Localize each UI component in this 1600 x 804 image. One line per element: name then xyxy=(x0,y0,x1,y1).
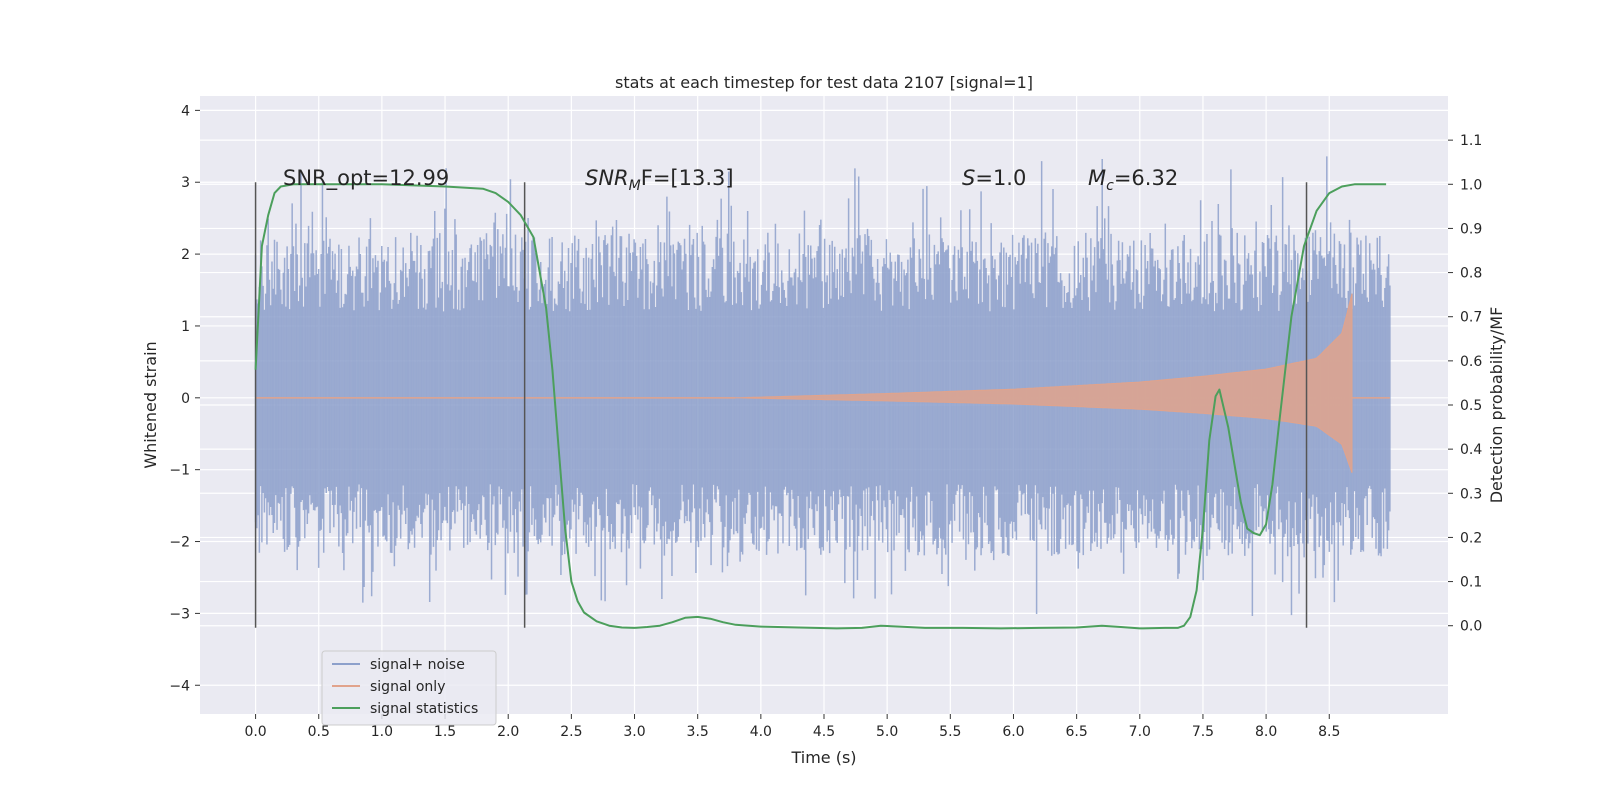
chart-title: stats at each timestep for test data 210… xyxy=(615,73,1033,92)
annotation-mc-var: M xyxy=(1088,166,1106,190)
yr-tick-label-6: 0.6 xyxy=(1460,354,1482,370)
x-tick-label-10: 5.0 xyxy=(876,724,898,740)
y-right-axis-label: Detection probability/MF xyxy=(1487,307,1506,504)
yr-tick-label-5: 0.5 xyxy=(1460,398,1482,414)
annotation-s-rest: =1.0 xyxy=(975,166,1026,190)
yr-tick-label-3: 0.3 xyxy=(1460,486,1482,502)
y-axis-label: Whitened strain xyxy=(141,341,160,468)
yr-tick-label-7: 0.7 xyxy=(1460,310,1482,326)
yr-tick-label-0: 0.0 xyxy=(1460,619,1482,635)
y-tick-label-1: −3 xyxy=(169,606,190,622)
x-tick-label-6: 3.0 xyxy=(623,724,645,740)
yr-tick-label-8: 0.8 xyxy=(1460,266,1482,282)
annotation-snr-mf-sub: M xyxy=(629,178,641,194)
y-tick-label-0: −4 xyxy=(169,678,190,694)
legend-label-signal-only: signal only xyxy=(370,679,445,695)
legend-label-signal-statistics: signal statistics xyxy=(370,701,478,717)
x-tick-label-4: 2.0 xyxy=(497,724,519,740)
x-tick-label-16: 8.0 xyxy=(1255,724,1277,740)
x-tick-label-12: 6.0 xyxy=(1002,724,1024,740)
x-axis-ticks: 0.0 0.5 1.0 1.5 2.0 2.5 3.0 3.5 4.0 4.5 5.0 5.5 6.0 6… xyxy=(244,714,1340,740)
x-tick-label-17: 8.5 xyxy=(1318,724,1340,740)
x-tick-label-3: 1.5 xyxy=(434,724,456,740)
y-tick-label-8: 4 xyxy=(181,103,190,119)
statistics-line xyxy=(254,183,1387,630)
yr-tick-label-2: 0.2 xyxy=(1460,530,1482,546)
yr-tick-label-10: 1.0 xyxy=(1460,177,1482,193)
x-tick-label-1: 0.5 xyxy=(308,724,330,740)
x-tick-label-5: 2.5 xyxy=(560,724,582,740)
x-tick-label-11: 5.5 xyxy=(939,724,961,740)
annotation-snr-mf-rest: F=[13.3] xyxy=(641,166,734,190)
y-tick-label-7: 3 xyxy=(181,175,190,191)
yr-tick-label-11: 1.1 xyxy=(1460,133,1482,149)
x-tick-label-15: 7.5 xyxy=(1192,724,1214,740)
x-tick-label-9: 4.5 xyxy=(813,724,835,740)
y-tick-label-5: 1 xyxy=(181,319,190,335)
annotation-snr-mf-var: SNR xyxy=(585,166,629,190)
annotation-mc-sub: c xyxy=(1106,178,1114,194)
signal-chirp-band xyxy=(735,293,1353,473)
x-axis-label: Time (s) xyxy=(790,748,856,767)
legend-label-signal-noise: signal+ noise xyxy=(370,657,465,673)
x-tick-label-2: 1.0 xyxy=(371,724,393,740)
annotation-mc: Mc=6.32 xyxy=(1088,166,1178,194)
annotation-snr-opt: SNR_opt=12.99 xyxy=(283,166,449,191)
y-right-axis-ticks: 0.0 0.1 0.2 0.3 0.4 0.5 0.6 0.7 0.8 0.9 1.0 1.1 xyxy=(1448,133,1482,635)
legend: signal+ noise signal only signal statist… xyxy=(321,650,497,726)
annotation-mc-rest: =6.32 xyxy=(1114,166,1178,190)
signal-statistics-series xyxy=(254,183,1387,630)
x-tick-label-13: 6.5 xyxy=(1065,724,1087,740)
yr-tick-label-4: 0.4 xyxy=(1460,442,1482,458)
vertical-markers xyxy=(254,182,1308,628)
yr-tick-label-9: 0.9 xyxy=(1460,221,1482,237)
signal-only-series xyxy=(255,293,1390,473)
y-tick-label-4: 0 xyxy=(181,391,190,407)
y-tick-label-2: −2 xyxy=(169,535,190,551)
x-tick-label-0: 0.0 xyxy=(244,724,266,740)
y-tick-label-6: 2 xyxy=(181,247,190,263)
x-tick-label-7: 3.5 xyxy=(687,724,709,740)
x-tick-label-8: 4.0 xyxy=(750,724,772,740)
y-tick-label-3: −1 xyxy=(169,463,190,479)
annotation-s: S=1.0 xyxy=(962,166,1026,190)
yr-tick-label-1: 0.1 xyxy=(1460,575,1482,591)
y-axis-ticks: −4 −3 −2 −1 0 1 2 3 4 xyxy=(169,103,200,694)
x-tick-label-14: 7.0 xyxy=(1129,724,1151,740)
annotation-snr-mf: SNRMF=[13.3] xyxy=(585,166,734,194)
annotation-s-var: S xyxy=(962,166,975,190)
legend-box xyxy=(321,650,497,726)
